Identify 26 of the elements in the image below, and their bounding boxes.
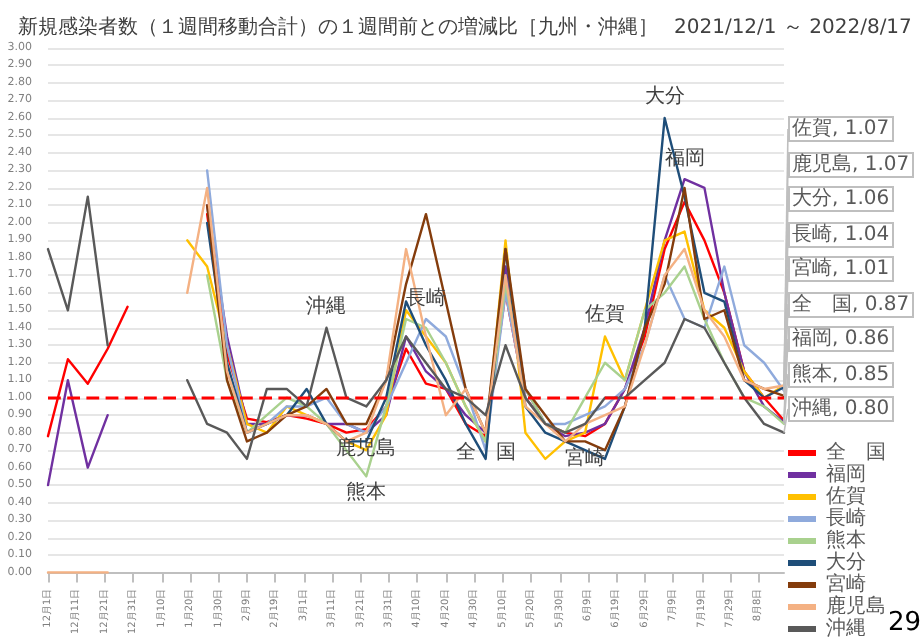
annotation: 鹿児島, 1.07 bbox=[788, 151, 914, 177]
legend-label: 沖縄 bbox=[826, 616, 866, 640]
annotation: 大分 bbox=[644, 85, 685, 108]
annotation: 長崎, 1.04 bbox=[788, 221, 894, 247]
annotation: 熊本, 0.85 bbox=[788, 361, 894, 387]
annotation: 沖縄 bbox=[306, 295, 347, 318]
legend-label: 宮崎 bbox=[826, 572, 866, 596]
legend-label: 熊本 bbox=[826, 528, 866, 552]
legend-label: 全 国 bbox=[826, 440, 886, 464]
legend-label: 福岡 bbox=[826, 462, 866, 486]
annotation: 大分, 1.06 bbox=[788, 186, 894, 212]
annotation: 佐賀, 1.07 bbox=[788, 116, 894, 142]
annotation: 佐賀 bbox=[584, 304, 625, 327]
text: 29 bbox=[888, 608, 922, 638]
annotation: 熊本 bbox=[346, 482, 387, 505]
legend-label: 鹿児島 bbox=[826, 594, 886, 618]
legend-label: 長崎 bbox=[826, 506, 866, 530]
annotation: 宮崎, 1.01 bbox=[788, 256, 894, 282]
annotation: 全 国 bbox=[455, 442, 516, 465]
chart-subtitle: 2021/12/1 ～ 2022/8/17 bbox=[674, 17, 912, 39]
annotation: 全 国, 0.87 bbox=[788, 291, 914, 317]
legend-label: 佐賀 bbox=[826, 484, 866, 508]
legend-label: 大分 bbox=[826, 550, 866, 574]
chart-title: 新規感染者数（１週間移動合計）の１週間前との増減比［九州・沖縄］ bbox=[18, 15, 658, 39]
annotation: 福岡, 0.86 bbox=[788, 326, 894, 352]
annotation: 沖縄, 0.80 bbox=[788, 396, 894, 422]
